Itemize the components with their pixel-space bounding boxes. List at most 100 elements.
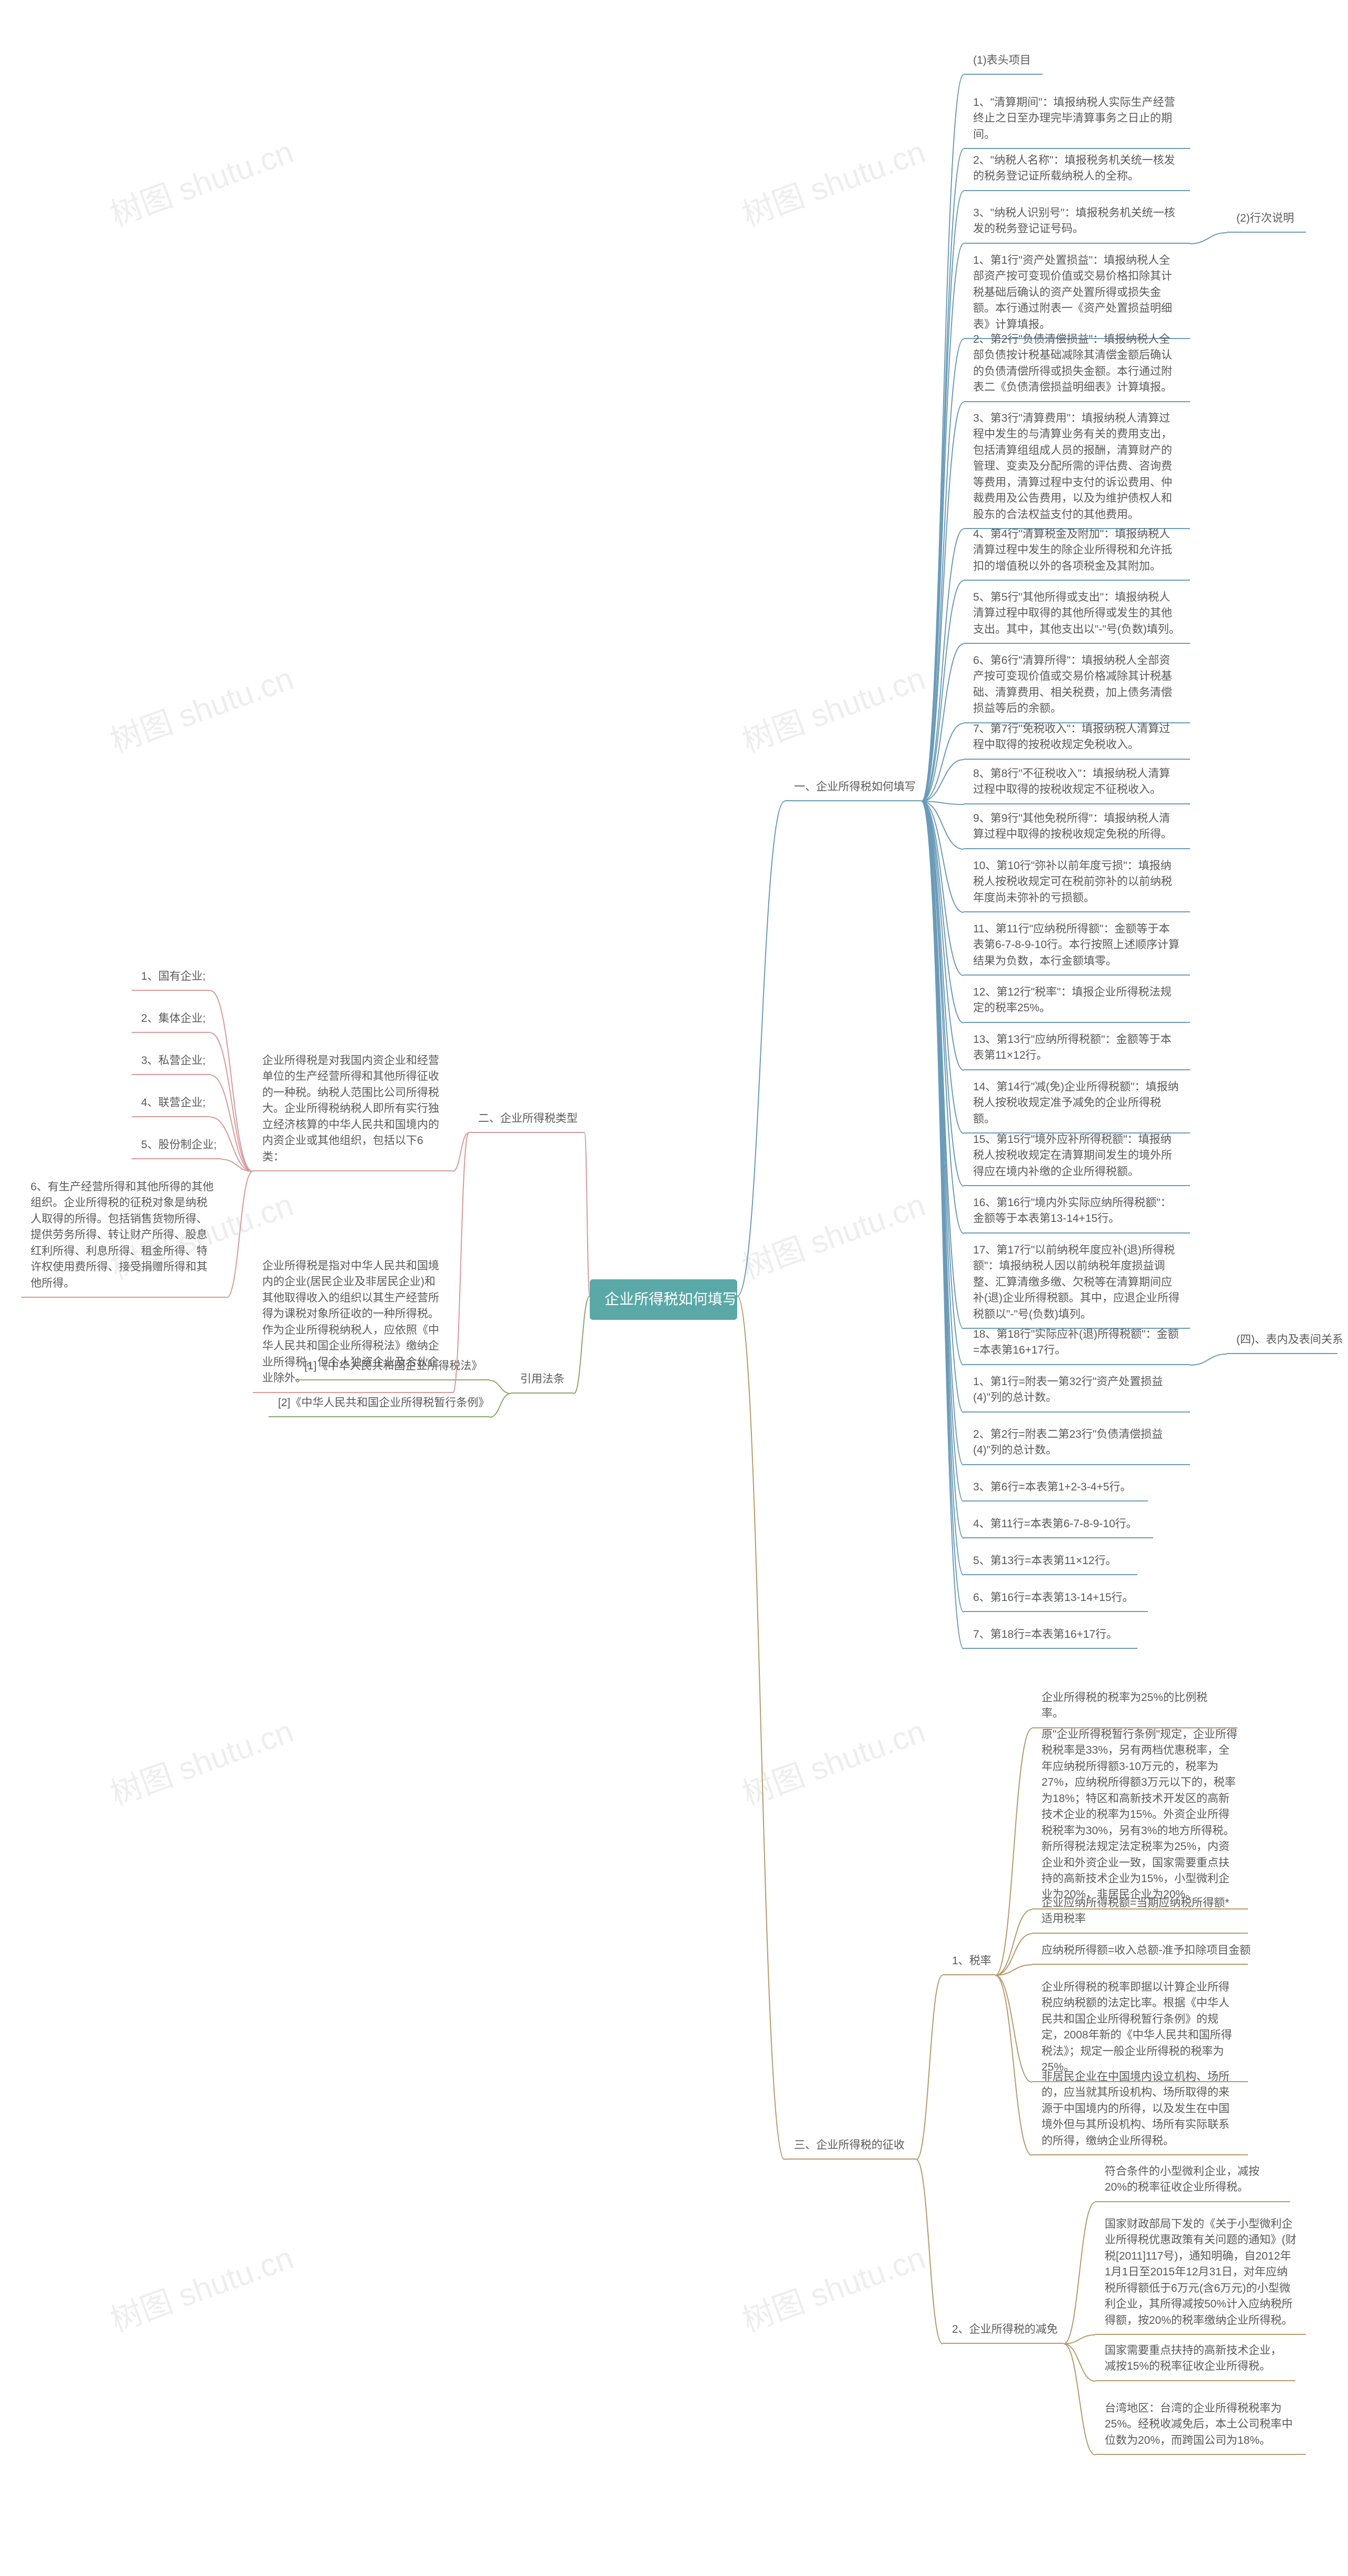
connector	[995, 1965, 1032, 1975]
mindmap-node: 5、股份制企业;	[132, 1132, 221, 1159]
mindmap-node: 1、第1行=附表一第32行"资产处置损益(4)"列的总计数。	[964, 1369, 1190, 1413]
connector	[921, 801, 964, 804]
connector	[921, 339, 964, 801]
mindmap-node: 5、第5行"其他所得或支出"：填报纳税人清算过程中取得的其他所得或发生的其他支出…	[964, 584, 1190, 644]
connector	[921, 801, 964, 1413]
connector	[921, 402, 964, 801]
connector	[921, 723, 964, 801]
mindmap-node: 14、第14行"减(免)企业所得税额"：填报纳税人按税收规定准予减免的企业所得税…	[964, 1074, 1190, 1133]
connector	[921, 149, 964, 801]
mindmap-node: 6、第16行=本表第13-14+15行。	[964, 1585, 1148, 1612]
mindmap-node: 引用法条	[511, 1366, 574, 1394]
mindmap-node: 16、第16行"境内外实际应纳所得税额"：金额等于本表第13-14+15行。	[964, 1190, 1190, 1234]
mindmap-node: 原"企业所得税暂行条例"规定，企业所得税税率是33%，另有两档优惠税率，全年应纳…	[1032, 1722, 1248, 1909]
connector	[921, 801, 964, 1575]
mindmap-node: (1)表头项目	[964, 47, 1043, 75]
watermark: 树图 shutu.cn	[103, 126, 299, 235]
connector	[574, 1296, 590, 1394]
mindmap-node: 6、第6行"清算所得"：填报纳税人全部资产按可变现价值或交易价格减除其计税基础、…	[964, 648, 1190, 723]
connector	[921, 801, 964, 912]
mindmap-node: 应纳税所得额=收入总额-准予扣除项目金额	[1032, 1937, 1248, 1965]
mindmap-node: 台湾地区：台湾的企业所得税税率为25%。经税收减免后，本土公司税率中位数为20%…	[1095, 2395, 1306, 2455]
connector	[490, 1394, 511, 1417]
connector	[921, 801, 964, 1538]
connector	[921, 244, 964, 801]
mindmap-node: 9、第9行"其他免税所得"：填报纳税人清算过程中取得的按税收规定免税的所得。	[964, 805, 1190, 849]
mindmap-node: 非居民企业在中国境内设立机构、场所的，应当就其所设机构、场所取得的来源于中国境内…	[1032, 2064, 1248, 2155]
mindmap-node: 国家需要重点扶持的高新技术企业，减按15%的税率征收企业所得税。	[1095, 2338, 1295, 2381]
mindmap-node: 4、第11行=本表第6-7-8-9-10行。	[964, 1511, 1153, 1538]
root-node: 企业所得税如何填写	[590, 1279, 737, 1320]
mindmap-node: 5、第13行=本表第11×12行。	[964, 1548, 1137, 1575]
connector	[737, 1296, 785, 2160]
mindmap-node: 15、第15行"境外应补所得税额"：填报纳税人按税收规定在清算期间发生的境外所得…	[964, 1127, 1190, 1186]
mindmap-node: 2、"纳税人名称"：填报税务机关统一核发的税务登记证所载纳税人的全称。	[964, 147, 1190, 191]
connector	[921, 581, 964, 801]
mindmap-node: 7、第7行"免税收入"：填报纳税人清算过程中取得的按税收规定免税收入。	[964, 716, 1190, 760]
mindmap-node: (四)、表内及表间关系	[1227, 1327, 1337, 1354]
connector	[921, 760, 964, 801]
connector	[995, 1975, 1032, 2155]
connector	[1064, 2344, 1095, 2455]
connector	[221, 1159, 253, 1171]
connector	[921, 801, 964, 1023]
connector	[995, 1909, 1032, 1975]
mindmap-node: 11、第11行"应纳税所得额"：金额等于本表第6-7-8-9-10行。本行按照上…	[964, 916, 1190, 976]
connector	[995, 1934, 1032, 1975]
connector	[921, 801, 964, 1070]
mindmap-node: 1、"清算期间"：填报纳税人实际生产经营终止之日至办理完毕清算事务之日止的期间。	[964, 89, 1190, 149]
connector	[921, 801, 964, 1649]
mindmap-node: 国家财政部局下发的《关于小型微利企业所得税优惠政策有关问题的通知》(财税[201…	[1095, 2211, 1306, 2335]
connector	[921, 801, 964, 1501]
watermark: 树图 shutu.cn	[735, 2232, 930, 2341]
mindmap-node: 三、企业所得税的征收	[785, 2132, 916, 2160]
mindmap-node: 3、"纳税人识别号"：填报税务机关统一核发的税务登记证号码。	[964, 200, 1190, 244]
mindmap-node: 1、第1行"资产处置损益"：填报纳税人全部资产按可变现价值或交易价格扣除其计税基…	[964, 247, 1190, 339]
connector	[921, 801, 964, 1329]
watermark: 树图 shutu.cn	[103, 653, 299, 761]
connector	[921, 801, 964, 1365]
mindmap-node: 7、第18行=本表第16+17行。	[964, 1622, 1137, 1649]
mindmap-node: 2、集体企业;	[132, 1006, 211, 1033]
watermark: 树图 shutu.cn	[735, 1179, 930, 1288]
connector	[1190, 233, 1227, 244]
mindmap-node: 12、第12行"税率"：填报企业所得税法规定的税率25%。	[964, 979, 1190, 1023]
connector	[921, 801, 964, 849]
connector	[921, 75, 964, 801]
mindmap-node: [2]《中华人民共和国企业所得税暂行条例》	[269, 1390, 490, 1417]
connector	[921, 801, 964, 1186]
connector	[1064, 2202, 1095, 2344]
mindmap-node: 2、第2行"负债清偿损益"：填报纳税人全部负债按计税基础减除其清偿金额后确认的负…	[964, 326, 1190, 402]
connector	[226, 1171, 253, 1298]
mindmap-node: 1、国有企业;	[132, 963, 211, 991]
mindmap-node: 10、第10行"弥补以前年度亏损"：填报纳税人按税收规定可在税前弥补的以前纳税年…	[964, 853, 1190, 912]
connector	[916, 2160, 943, 2344]
watermark: 树图 shutu.cn	[735, 653, 930, 761]
connector	[921, 644, 964, 801]
connector	[737, 801, 785, 1296]
watermark: 树图 shutu.cn	[735, 126, 930, 235]
connector	[921, 801, 964, 1612]
connector	[995, 1728, 1032, 1975]
connector	[995, 1975, 1032, 2082]
mindmap-node: 2、第2行=附表二第23行"负债清偿损益(4)"列的总计数。	[964, 1421, 1190, 1465]
connector	[921, 529, 964, 801]
mindmap-node: 符合条件的小型微利企业，减按20%的税率征收企业所得税。	[1095, 2159, 1290, 2202]
watermark: 树图 shutu.cn	[735, 1706, 930, 1814]
mindmap-node: 8、第8行"不征税收入"：填报纳税人清算过程中取得的按税收规定不征税收入。	[964, 761, 1190, 804]
connector	[921, 191, 964, 801]
mindmap-node: [1]《中华人民共和国企业所得税法》	[295, 1353, 490, 1380]
connector	[916, 1975, 943, 2160]
mindmap-node: 3、第6行=本表第1+2-3-4+5行。	[964, 1474, 1148, 1501]
mindmap-node: 6、有生产经营所得和其他所得的其他组织。企业所得税的征税对象是纳税人取得的所得。…	[21, 1174, 226, 1298]
mindmap-node: 企业应纳所得税额=当期应纳税所得额*适用税率	[1032, 1890, 1248, 1934]
mindmap-node: (2)行次说明	[1227, 205, 1306, 233]
mindmap-node: 17、第17行"以前纳税年度应补(退)所得税额"：填报纳税人因以前纳税年度损益调…	[964, 1237, 1190, 1329]
watermark: 树图 shutu.cn	[103, 1706, 299, 1814]
mindmap-node: 13、第13行"应纳所得税额"：金额等于本表第11×12行。	[964, 1027, 1190, 1070]
mindmap-node: 3、私营企业;	[132, 1048, 211, 1075]
mindmap-node: 二、企业所得税类型	[469, 1106, 584, 1133]
mindmap-node: 1、税率	[943, 1948, 995, 1975]
connector	[490, 1380, 511, 1394]
connector	[584, 1133, 590, 1296]
